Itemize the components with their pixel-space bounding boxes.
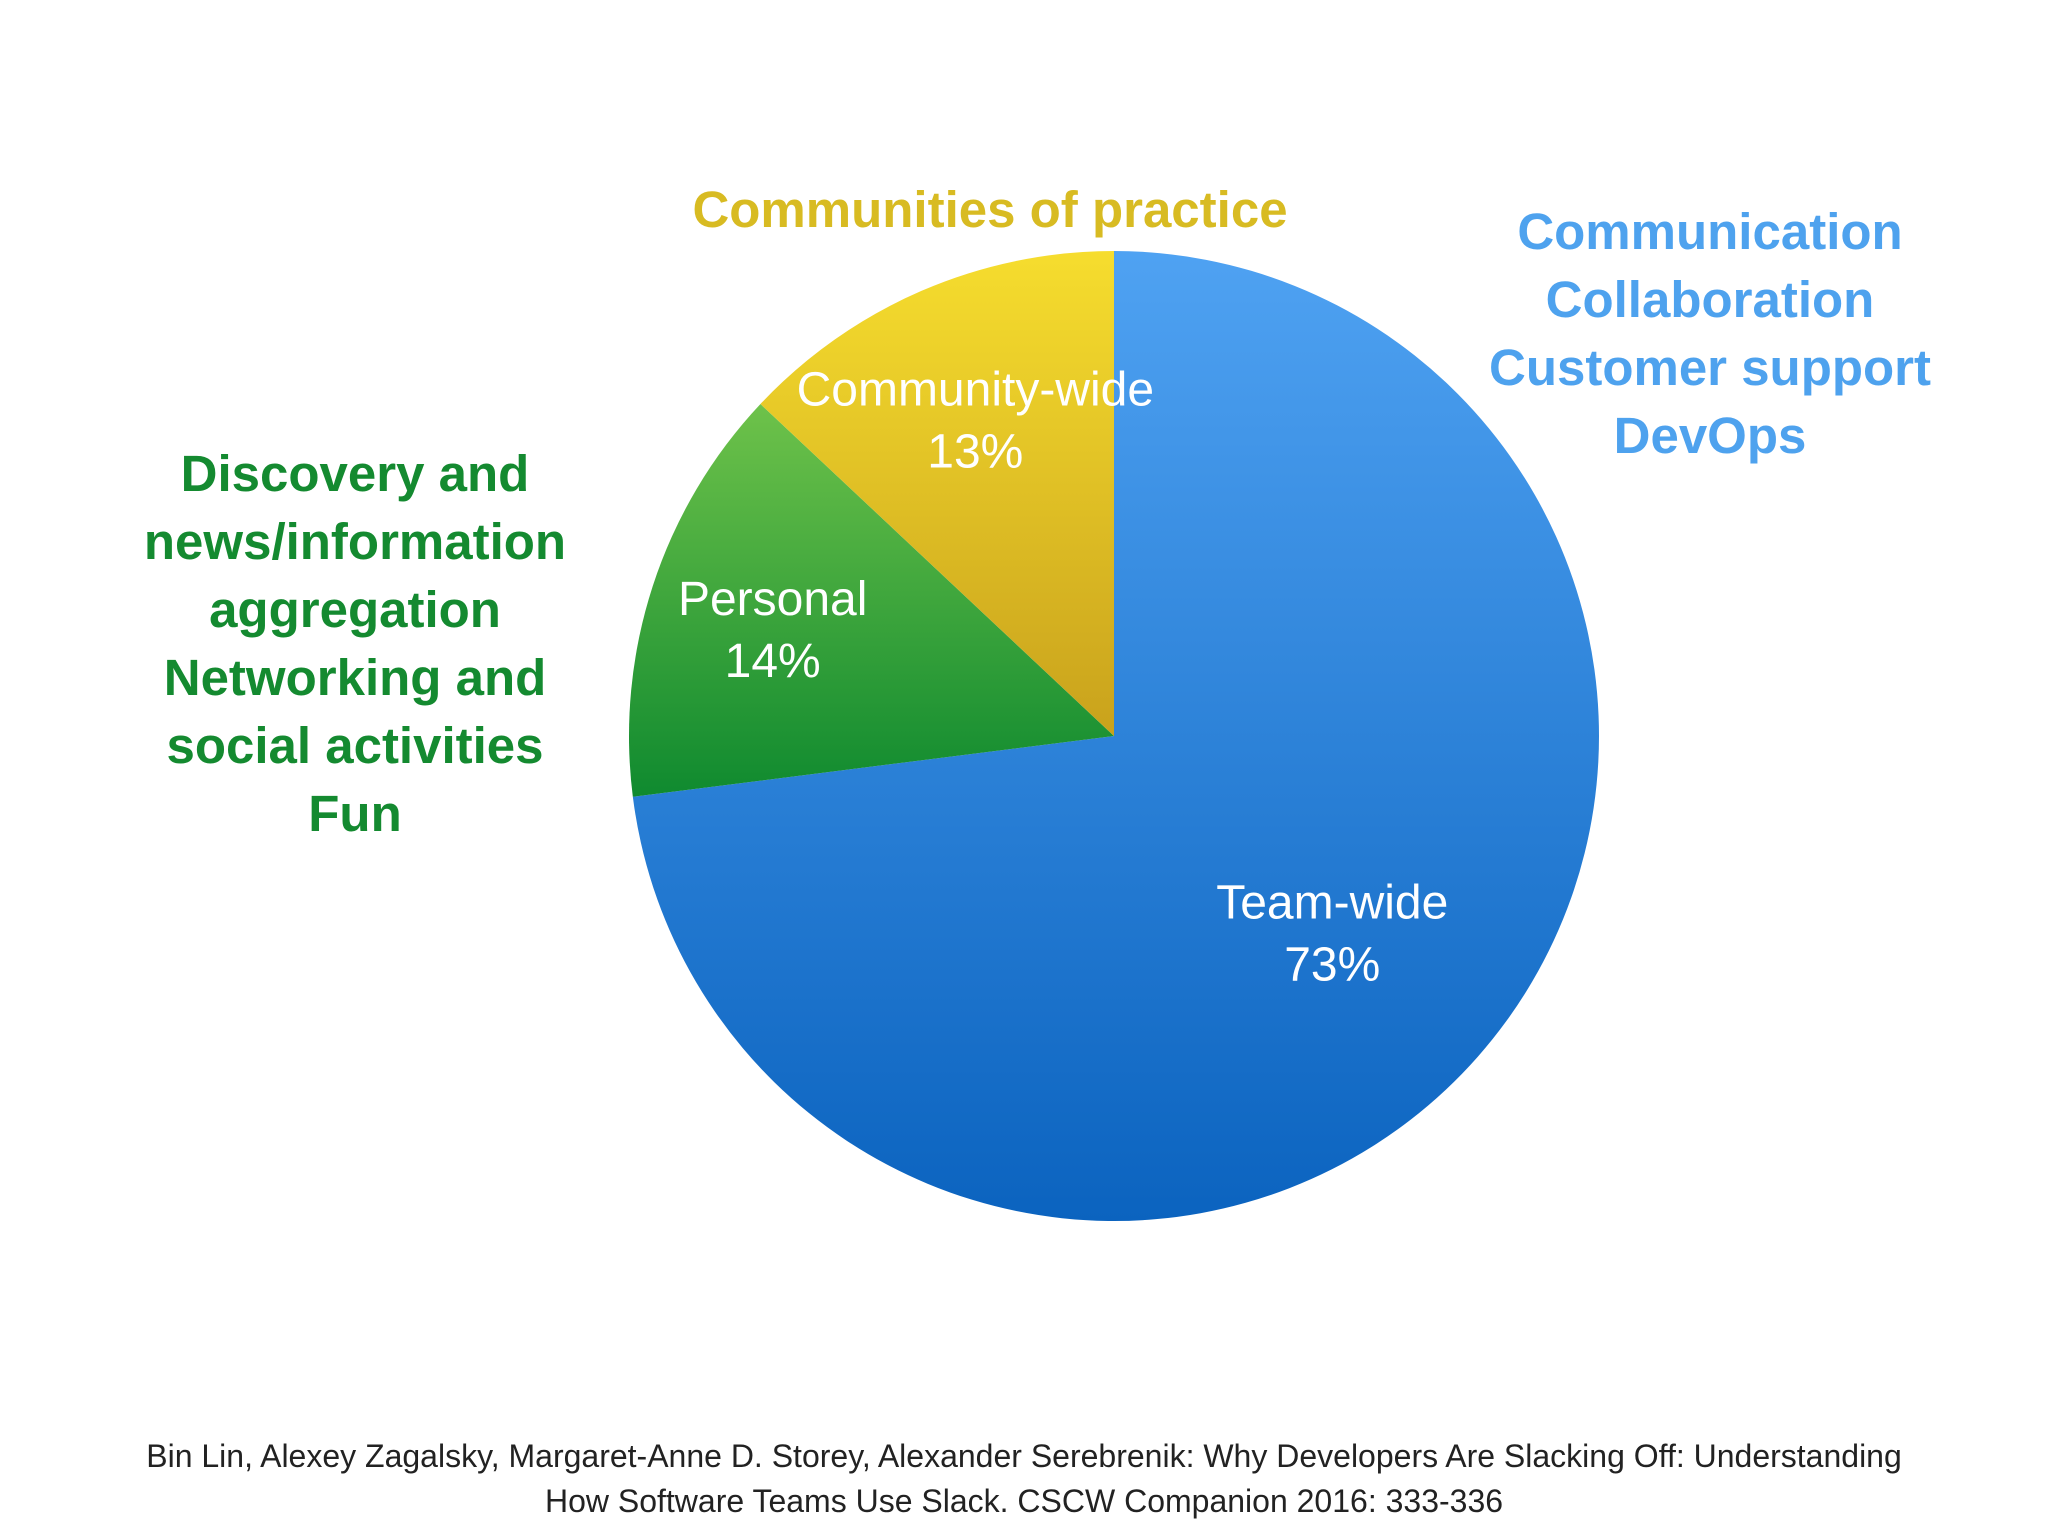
callout-line: Networking and (163, 649, 547, 706)
slice-value-team-wide: 73% (1284, 938, 1380, 991)
pie-slice-community-wide (760, 251, 1114, 736)
callout-line: news/information (143, 513, 567, 570)
slice-label-community-wide: Community-wide (797, 364, 1154, 417)
callout-line: Collaboration (1545, 271, 1875, 328)
slice-value-community-wide: 13% (927, 426, 1023, 479)
callout-line: Communication (1517, 203, 1903, 260)
callout-line: Communities of practice (692, 181, 1288, 238)
callout-line: aggregation (209, 581, 501, 638)
pie-slice-labels: Team-wide 73% Personal 14% Community-wide 13% (678, 364, 1448, 992)
callout-line: Fun (308, 785, 402, 842)
callout-personal-uses: Discovery and news/information aggregati… (90, 440, 620, 848)
pie-slices (629, 251, 1599, 1221)
citation: Bin Lin, Alexey Zagalsky, Margaret-Anne … (0, 1434, 2048, 1524)
callout-line: Discovery and (180, 445, 530, 502)
callout-line: DevOps (1613, 407, 1807, 464)
callout-communities-of-practice: Communities of practice (560, 176, 1420, 244)
pie-slice-personal (629, 403, 1114, 797)
slice-label-personal: Personal (678, 573, 867, 626)
callout-team-wide-uses: Communication Collaboration Customer sup… (1420, 198, 2000, 470)
citation-line-1: Bin Lin, Alexey Zagalsky, Margaret-Anne … (146, 1438, 1902, 1474)
callout-line: social activities (166, 717, 544, 774)
citation-line-2: How Software Teams Use Slack. CSCW Compa… (544, 1483, 1504, 1519)
pie-slice-team-wide (632, 251, 1599, 1221)
slice-label-team-wide: Team-wide (1216, 876, 1448, 929)
slice-value-personal: 14% (725, 635, 821, 688)
callout-line: Customer support (1488, 339, 1932, 396)
